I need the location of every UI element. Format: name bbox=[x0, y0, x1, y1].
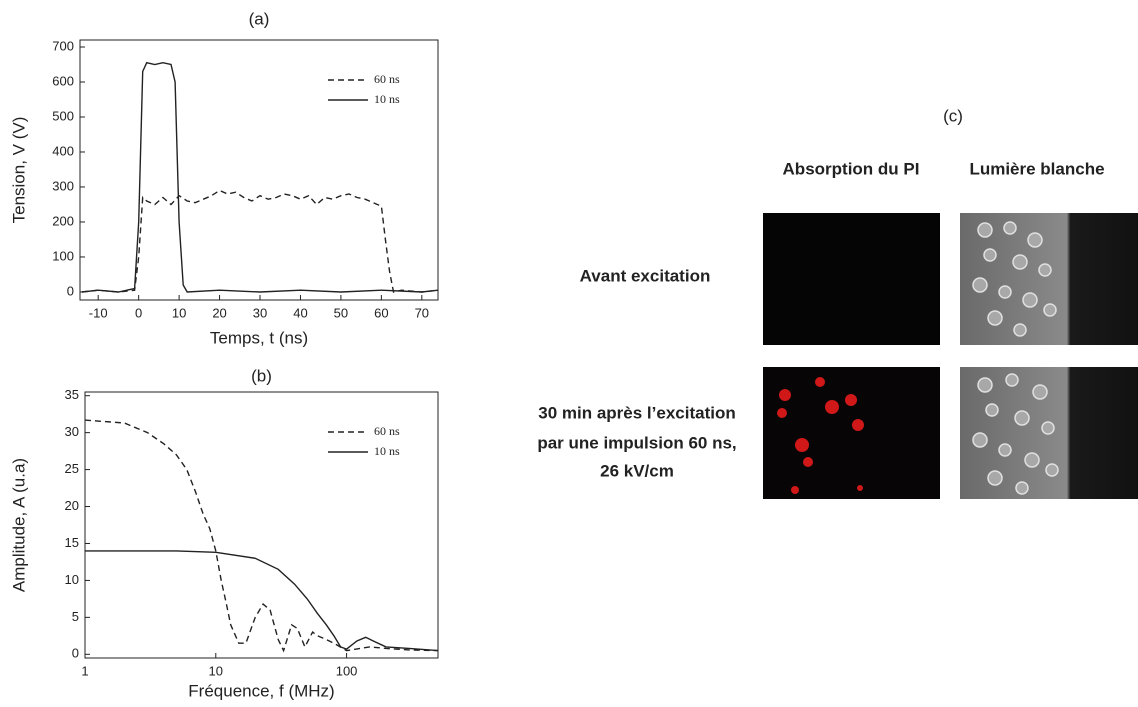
y-tick-label: 300 bbox=[52, 178, 74, 193]
y-tick-label: 5 bbox=[72, 609, 79, 624]
plot-frame bbox=[84, 391, 439, 659]
y-tick-label: 700 bbox=[52, 38, 74, 53]
legend-label: 10 ns bbox=[374, 444, 400, 458]
plot-frame bbox=[79, 39, 439, 301]
x-axis-label: Fréquence, f (MHz) bbox=[188, 681, 334, 700]
y-tick-label: 0 bbox=[72, 646, 79, 661]
legend-label: 60 ns bbox=[374, 72, 400, 86]
chart-title: (a) bbox=[249, 9, 270, 28]
y-tick-label: 10 bbox=[65, 572, 79, 587]
x-tick-label: 10 bbox=[209, 663, 223, 678]
x-tick-label: 30 bbox=[253, 305, 267, 320]
y-tick-label: 15 bbox=[65, 535, 79, 550]
y-tick-label: 600 bbox=[52, 73, 74, 88]
y-tick-label: 100 bbox=[52, 248, 74, 263]
series-line bbox=[81, 61, 439, 293]
y-tick-label: 400 bbox=[52, 143, 74, 158]
series-line bbox=[81, 189, 439, 293]
legend-label: 60 ns bbox=[374, 424, 400, 438]
series-line bbox=[85, 550, 439, 652]
y-tick-label: 0 bbox=[67, 283, 74, 298]
y-tick-label: 35 bbox=[65, 387, 79, 402]
x-tick-label: 20 bbox=[212, 305, 226, 320]
y-tick-label: 25 bbox=[65, 461, 79, 476]
micrograph bbox=[763, 367, 940, 499]
row-label: 30 min après l’excitation bbox=[538, 403, 735, 422]
chart-title: (b) bbox=[251, 366, 272, 385]
y-axis-label: Amplitude, A (u.a) bbox=[9, 458, 28, 592]
row-label: Avant excitation bbox=[580, 266, 711, 285]
y-tick-label: 30 bbox=[65, 424, 79, 439]
y-axis-label: Tension, V (V) bbox=[9, 117, 28, 224]
cells bbox=[972, 221, 1059, 495]
x-tick-label: 70 bbox=[415, 305, 429, 320]
row-label: par une impulsion 60 ns, bbox=[537, 433, 736, 452]
panel-title: (c) bbox=[943, 106, 963, 125]
y-tick-label: 200 bbox=[52, 213, 74, 228]
column-header: Absorption du PI bbox=[783, 159, 920, 178]
y-tick-label: 500 bbox=[52, 108, 74, 123]
x-tick-label: 60 bbox=[374, 305, 388, 320]
micrograph bbox=[763, 213, 940, 345]
x-tick-label: 0 bbox=[135, 305, 142, 320]
x-tick-label: 100 bbox=[336, 663, 358, 678]
x-tick-label: 1 bbox=[81, 663, 88, 678]
x-tick-label: 10 bbox=[172, 305, 186, 320]
x-tick-label: 40 bbox=[293, 305, 307, 320]
series-line bbox=[84, 419, 439, 653]
legend-label: 10 ns bbox=[374, 92, 400, 106]
row-label: 26 kV/cm bbox=[600, 461, 674, 480]
y-tick-label: 20 bbox=[65, 498, 79, 513]
x-tick-label: 50 bbox=[334, 305, 348, 320]
panel-c: (c) Absorption du PI Lumière blanche Ava… bbox=[537, 106, 1138, 499]
x-tick-label: -10 bbox=[89, 305, 108, 320]
column-header: Lumière blanche bbox=[969, 159, 1104, 178]
fluorescent-cells bbox=[777, 377, 864, 494]
x-axis-label: Temps, t (ns) bbox=[210, 328, 308, 347]
